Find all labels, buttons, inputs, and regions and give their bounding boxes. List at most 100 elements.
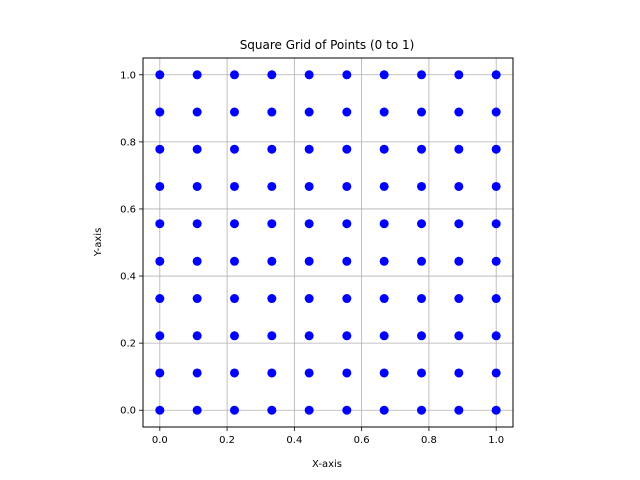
data-point-7-5 [417,219,427,229]
data-point-2-8 [229,107,239,117]
data-point-9-3 [491,294,501,304]
data-point-1-8 [192,107,202,117]
data-point-1-7 [192,144,202,154]
data-point-1-0 [192,405,202,415]
data-point-2-4 [229,256,239,266]
data-point-2-1 [229,368,239,378]
x-tick-label-2: 0.4 [286,435,302,446]
data-point-4-5 [304,219,314,229]
data-point-3-2 [267,331,277,341]
grid-lines [143,58,513,427]
data-point-0-6 [155,181,165,191]
data-point-7-4 [417,256,427,266]
data-point-5-5 [342,219,352,229]
data-point-3-8 [267,107,277,117]
data-point-3-5 [267,219,277,229]
data-point-9-2 [491,331,501,341]
data-point-0-5 [155,219,165,229]
data-point-3-0 [267,405,277,415]
data-point-6-1 [379,368,389,378]
data-point-1-4 [192,256,202,266]
data-point-7-6 [417,181,427,191]
data-point-3-1 [267,368,277,378]
x-tick-label-1: 0.2 [219,435,235,446]
data-point-7-0 [417,405,427,415]
data-point-5-4 [342,256,352,266]
data-point-1-6 [192,181,202,191]
data-point-6-3 [379,294,389,304]
y-tick-label-2: 0.4 [120,272,136,283]
plot-frame [142,57,514,428]
data-point-1-2 [192,331,202,341]
data-point-6-4 [379,256,389,266]
axis-ticks: 0.0 0.2 0.4 0.6 0.8 1.0 0.0 0.2 0.4 0.6 0.8 1.0 [120,70,504,446]
data-point-1-9 [192,70,202,80]
y-tick-label-3: 0.6 [120,204,136,215]
chart-title: Square Grid of Points (0 to 1) [240,38,415,52]
data-point-1-5 [192,219,202,229]
y-tick-label-0: 0.0 [120,406,136,417]
data-point-9-0 [491,405,501,415]
data-point-8-8 [454,107,464,117]
data-point-3-9 [267,70,277,80]
data-point-5-3 [342,294,352,304]
data-point-5-8 [342,107,352,117]
data-point-2-5 [229,219,239,229]
data-point-1-1 [192,368,202,378]
data-point-3-7 [267,144,277,154]
data-point-0-3 [155,294,165,304]
data-point-0-9 [155,70,165,80]
data-point-2-2 [229,331,239,341]
data-point-0-2 [155,331,165,341]
data-point-4-6 [304,181,314,191]
data-point-0-8 [155,107,165,117]
data-point-8-0 [454,405,464,415]
data-point-8-1 [454,368,464,378]
data-point-4-3 [304,294,314,304]
data-point-9-7 [491,144,501,154]
data-point-9-1 [491,368,501,378]
data-point-7-2 [417,331,427,341]
data-point-9-6 [491,181,501,191]
data-point-7-9 [417,70,427,80]
x-tick-label-5: 1.0 [488,435,504,446]
data-point-4-7 [304,144,314,154]
data-point-0-4 [155,256,165,266]
data-point-9-4 [491,256,501,266]
data-point-4-8 [304,107,314,117]
data-point-8-2 [454,331,464,341]
data-point-4-4 [304,256,314,266]
data-point-9-8 [491,107,501,117]
x-tick-label-0: 0.0 [152,435,168,446]
data-point-5-6 [342,181,352,191]
data-point-8-5 [454,219,464,229]
data-point-6-0 [379,405,389,415]
data-point-2-6 [229,181,239,191]
y-axis-label: Y-axis [93,228,104,258]
y-tick-label-1: 0.2 [120,339,136,350]
data-point-0-7 [155,144,165,154]
data-point-3-3 [267,294,277,304]
data-point-5-1 [342,368,352,378]
data-point-1-3 [192,294,202,304]
data-point-4-1 [304,368,314,378]
data-point-6-2 [379,331,389,341]
data-point-6-8 [379,107,389,117]
data-point-9-9 [491,70,501,80]
data-point-0-0 [155,405,165,415]
data-point-4-2 [304,331,314,341]
data-point-5-0 [342,405,352,415]
data-point-2-0 [229,405,239,415]
data-point-5-9 [342,70,352,80]
data-points [155,70,501,415]
data-point-7-1 [417,368,427,378]
data-point-2-7 [229,144,239,154]
data-point-6-7 [379,144,389,154]
x-axis-label: X-axis [312,459,342,470]
data-point-5-2 [342,331,352,341]
data-point-3-6 [267,181,277,191]
data-point-2-9 [229,70,239,80]
data-point-4-0 [304,405,314,415]
data-point-5-7 [342,144,352,154]
